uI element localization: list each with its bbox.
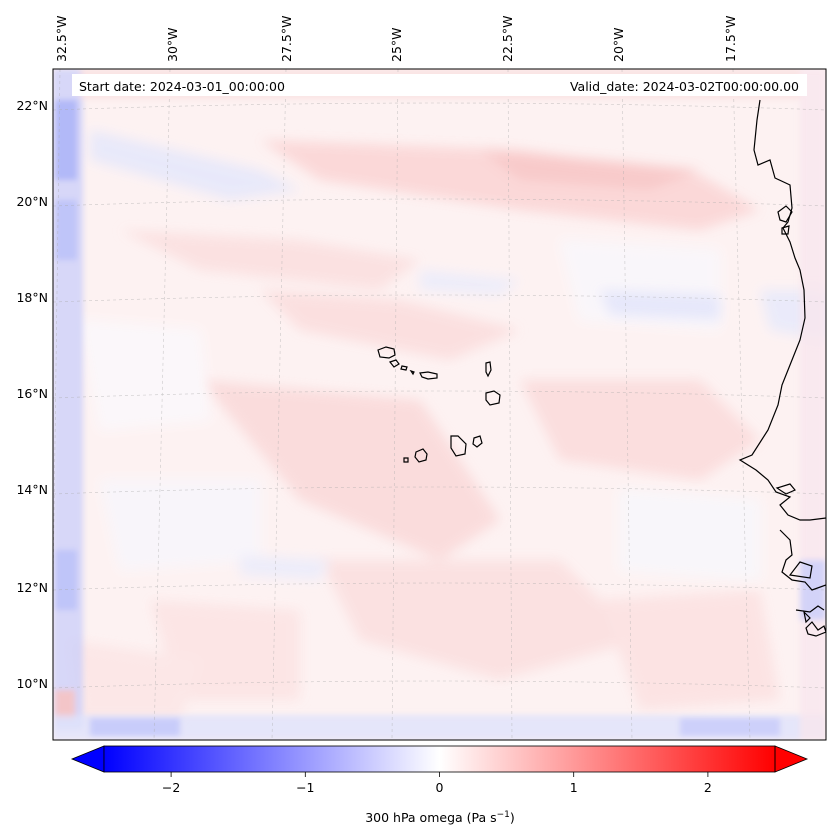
lat-label: 10°N [16,676,48,691]
colorbar-tick-label: 0 [436,780,444,795]
longitude-labels: 32.5°W 30°W 27.5°W 25°W 22.5°W 20°W 17.5… [54,16,738,62]
lon-label: 27.5°W [279,16,294,62]
colorbar-label: 300 hPa omega (Pa s−1) [365,810,515,825]
header-box [72,74,807,96]
colorbar: −2 −1 0 1 2 300 hPa omega (Pa s−1) [70,745,809,825]
lat-label: 14°N [16,482,48,497]
start-date: Start date: 2024-03-01_00:00:00 [79,79,285,94]
lon-label: 32.5°W [54,16,69,62]
colorbar-gradient [104,746,775,772]
map-frame [52,68,827,741]
lat-label: 18°N [16,290,48,305]
colorbar-tick-label: 1 [570,780,578,795]
colorbar-tick-label: −1 [296,780,314,795]
colorbar-max-arrow [774,745,809,773]
lon-label: 22.5°W [500,16,515,62]
lon-label: 20°W [611,27,626,62]
graticule [53,69,826,740]
latitude-labels: 22°N 20°N 18°N 16°N 14°N 12°N 10°N [16,98,48,691]
colorbar-ticks: −2 −1 0 1 2 [162,772,712,795]
lat-label: 22°N [16,98,48,113]
lat-label: 16°N [16,386,48,401]
african-coastline [738,99,826,637]
lon-label: 17.5°W [723,16,738,62]
lon-label: 30°W [165,27,180,62]
lon-label: 25°W [389,27,404,62]
omega-field [53,69,826,740]
lat-label: 20°N [16,194,48,209]
cape-verde-islands [377,346,501,463]
colorbar-tick-label: −2 [162,780,180,795]
lat-label: 12°N [16,580,48,595]
colorbar-min-arrow [70,745,105,773]
colorbar-tick-label: 2 [704,780,712,795]
valid-date: Valid_date: 2024-03-02T00:00:00.00 [570,79,799,94]
